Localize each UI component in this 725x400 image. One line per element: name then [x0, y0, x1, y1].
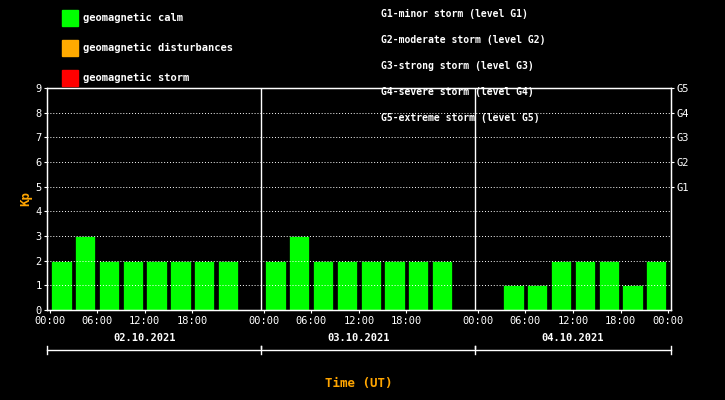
- Bar: [99, 261, 119, 310]
- Bar: [123, 261, 143, 310]
- Text: geomagnetic calm: geomagnetic calm: [83, 13, 183, 23]
- Text: Time (UT): Time (UT): [325, 378, 393, 390]
- Text: geomagnetic disturbances: geomagnetic disturbances: [83, 43, 233, 53]
- Bar: [146, 261, 167, 310]
- Bar: [503, 285, 523, 310]
- Bar: [527, 285, 547, 310]
- Bar: [265, 261, 286, 310]
- Bar: [646, 261, 666, 310]
- Text: G5-extreme storm (level G5): G5-extreme storm (level G5): [381, 113, 539, 123]
- Bar: [51, 261, 72, 310]
- Text: geomagnetic storm: geomagnetic storm: [83, 73, 190, 83]
- Text: 04.10.2021: 04.10.2021: [542, 333, 605, 343]
- Bar: [623, 285, 642, 310]
- Bar: [599, 261, 619, 310]
- Bar: [218, 261, 238, 310]
- Bar: [75, 236, 95, 310]
- Bar: [575, 261, 595, 310]
- Y-axis label: Kp: Kp: [20, 192, 33, 206]
- Bar: [384, 261, 405, 310]
- Text: 02.10.2021: 02.10.2021: [113, 333, 176, 343]
- Bar: [313, 261, 334, 310]
- Text: G4-severe storm (level G4): G4-severe storm (level G4): [381, 87, 534, 97]
- Text: G2-moderate storm (level G2): G2-moderate storm (level G2): [381, 35, 545, 45]
- Bar: [408, 261, 428, 310]
- Bar: [170, 261, 191, 310]
- Bar: [360, 261, 381, 310]
- Text: G1-minor storm (level G1): G1-minor storm (level G1): [381, 9, 528, 19]
- Text: 03.10.2021: 03.10.2021: [328, 333, 390, 343]
- Bar: [289, 236, 310, 310]
- Bar: [337, 261, 357, 310]
- Bar: [194, 261, 215, 310]
- Bar: [432, 261, 452, 310]
- Bar: [551, 261, 571, 310]
- Text: G3-strong storm (level G3): G3-strong storm (level G3): [381, 61, 534, 71]
